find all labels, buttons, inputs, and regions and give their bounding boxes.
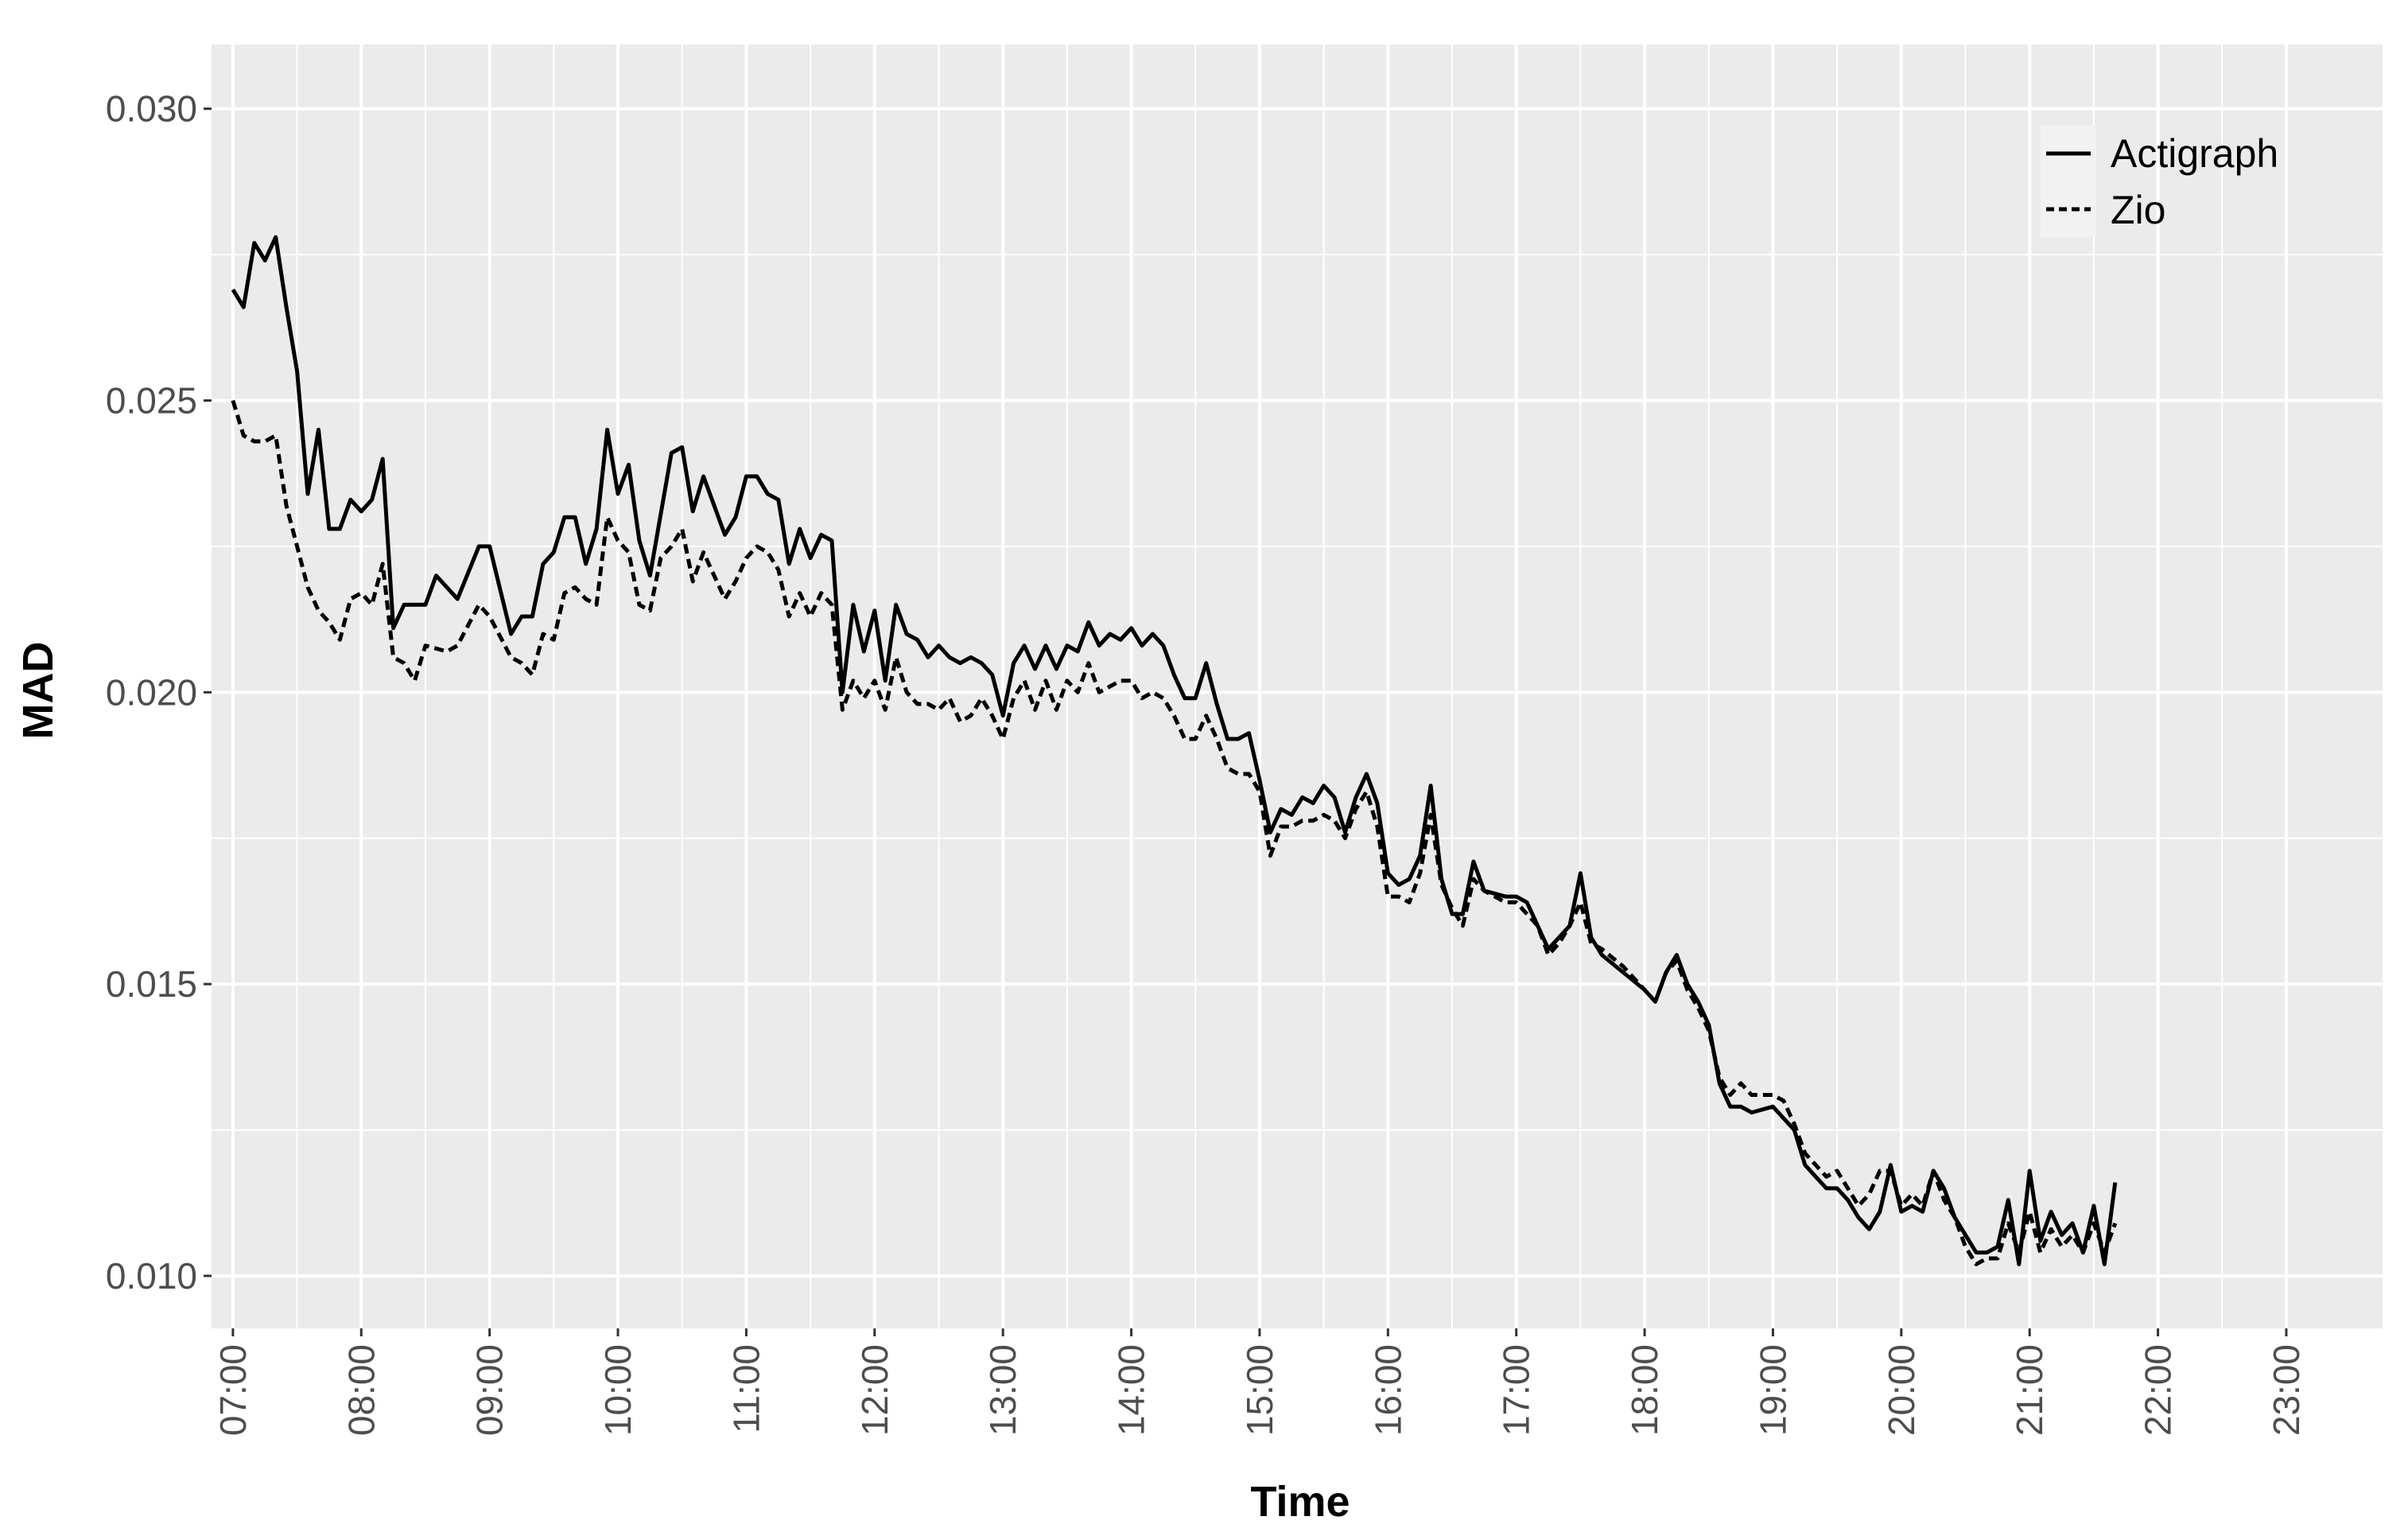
x-tick-label: 07:00 [212,1344,254,1436]
x-axis: 07:00 08:00 09:00 10:00 11:00 12:00 13:00 14:00… [212,1328,2307,1436]
x-tick-label: 18:00 [1624,1344,1665,1436]
x-tick-label: 09:00 [469,1344,511,1436]
x-tick-label: 15:00 [1239,1344,1280,1436]
x-axis-title: Time [1250,1478,1350,1526]
x-tick-label: 20:00 [1881,1344,1922,1436]
plot-panel [212,45,2383,1328]
x-tick-label: 08:00 [340,1344,382,1436]
y-tick-label: 0.030 [106,88,197,130]
legend: Actigraph Zio [2041,126,2278,237]
y-tick-label: 0.010 [106,1255,197,1297]
grid-minor [212,45,2383,1328]
x-tick-label: 19:00 [1752,1344,1793,1436]
x-tick-label: 10:00 [597,1344,639,1436]
x-tick-label: 17:00 [1496,1344,1537,1436]
x-tick-label: 12:00 [854,1344,895,1436]
grid-major [212,45,2383,1328]
legend-label-zio: Zio [2111,188,2165,232]
y-axis: 0.010 0.015 0.020 0.025 0.030 [106,88,212,1297]
y-tick-label: 0.015 [106,963,197,1005]
series-layer [231,235,2118,1266]
x-tick-label: 11:00 [725,1344,767,1433]
x-tick-label: 16:00 [1367,1344,1408,1436]
y-tick-label: 0.020 [106,671,197,713]
x-tick-label: 22:00 [2138,1344,2179,1436]
series-line-zio [231,399,2118,1266]
x-tick-label: 14:00 [1111,1344,1152,1436]
y-axis-title: MAD [14,642,62,740]
y-tick-label: 0.025 [106,380,197,422]
x-tick-label: 13:00 [982,1344,1023,1436]
x-tick-label: 21:00 [2009,1344,2050,1436]
legend-label-actigraph: Actigraph [2111,131,2278,176]
series-line-actigraph [231,235,2118,1266]
x-tick-label: 23:00 [2266,1344,2307,1436]
